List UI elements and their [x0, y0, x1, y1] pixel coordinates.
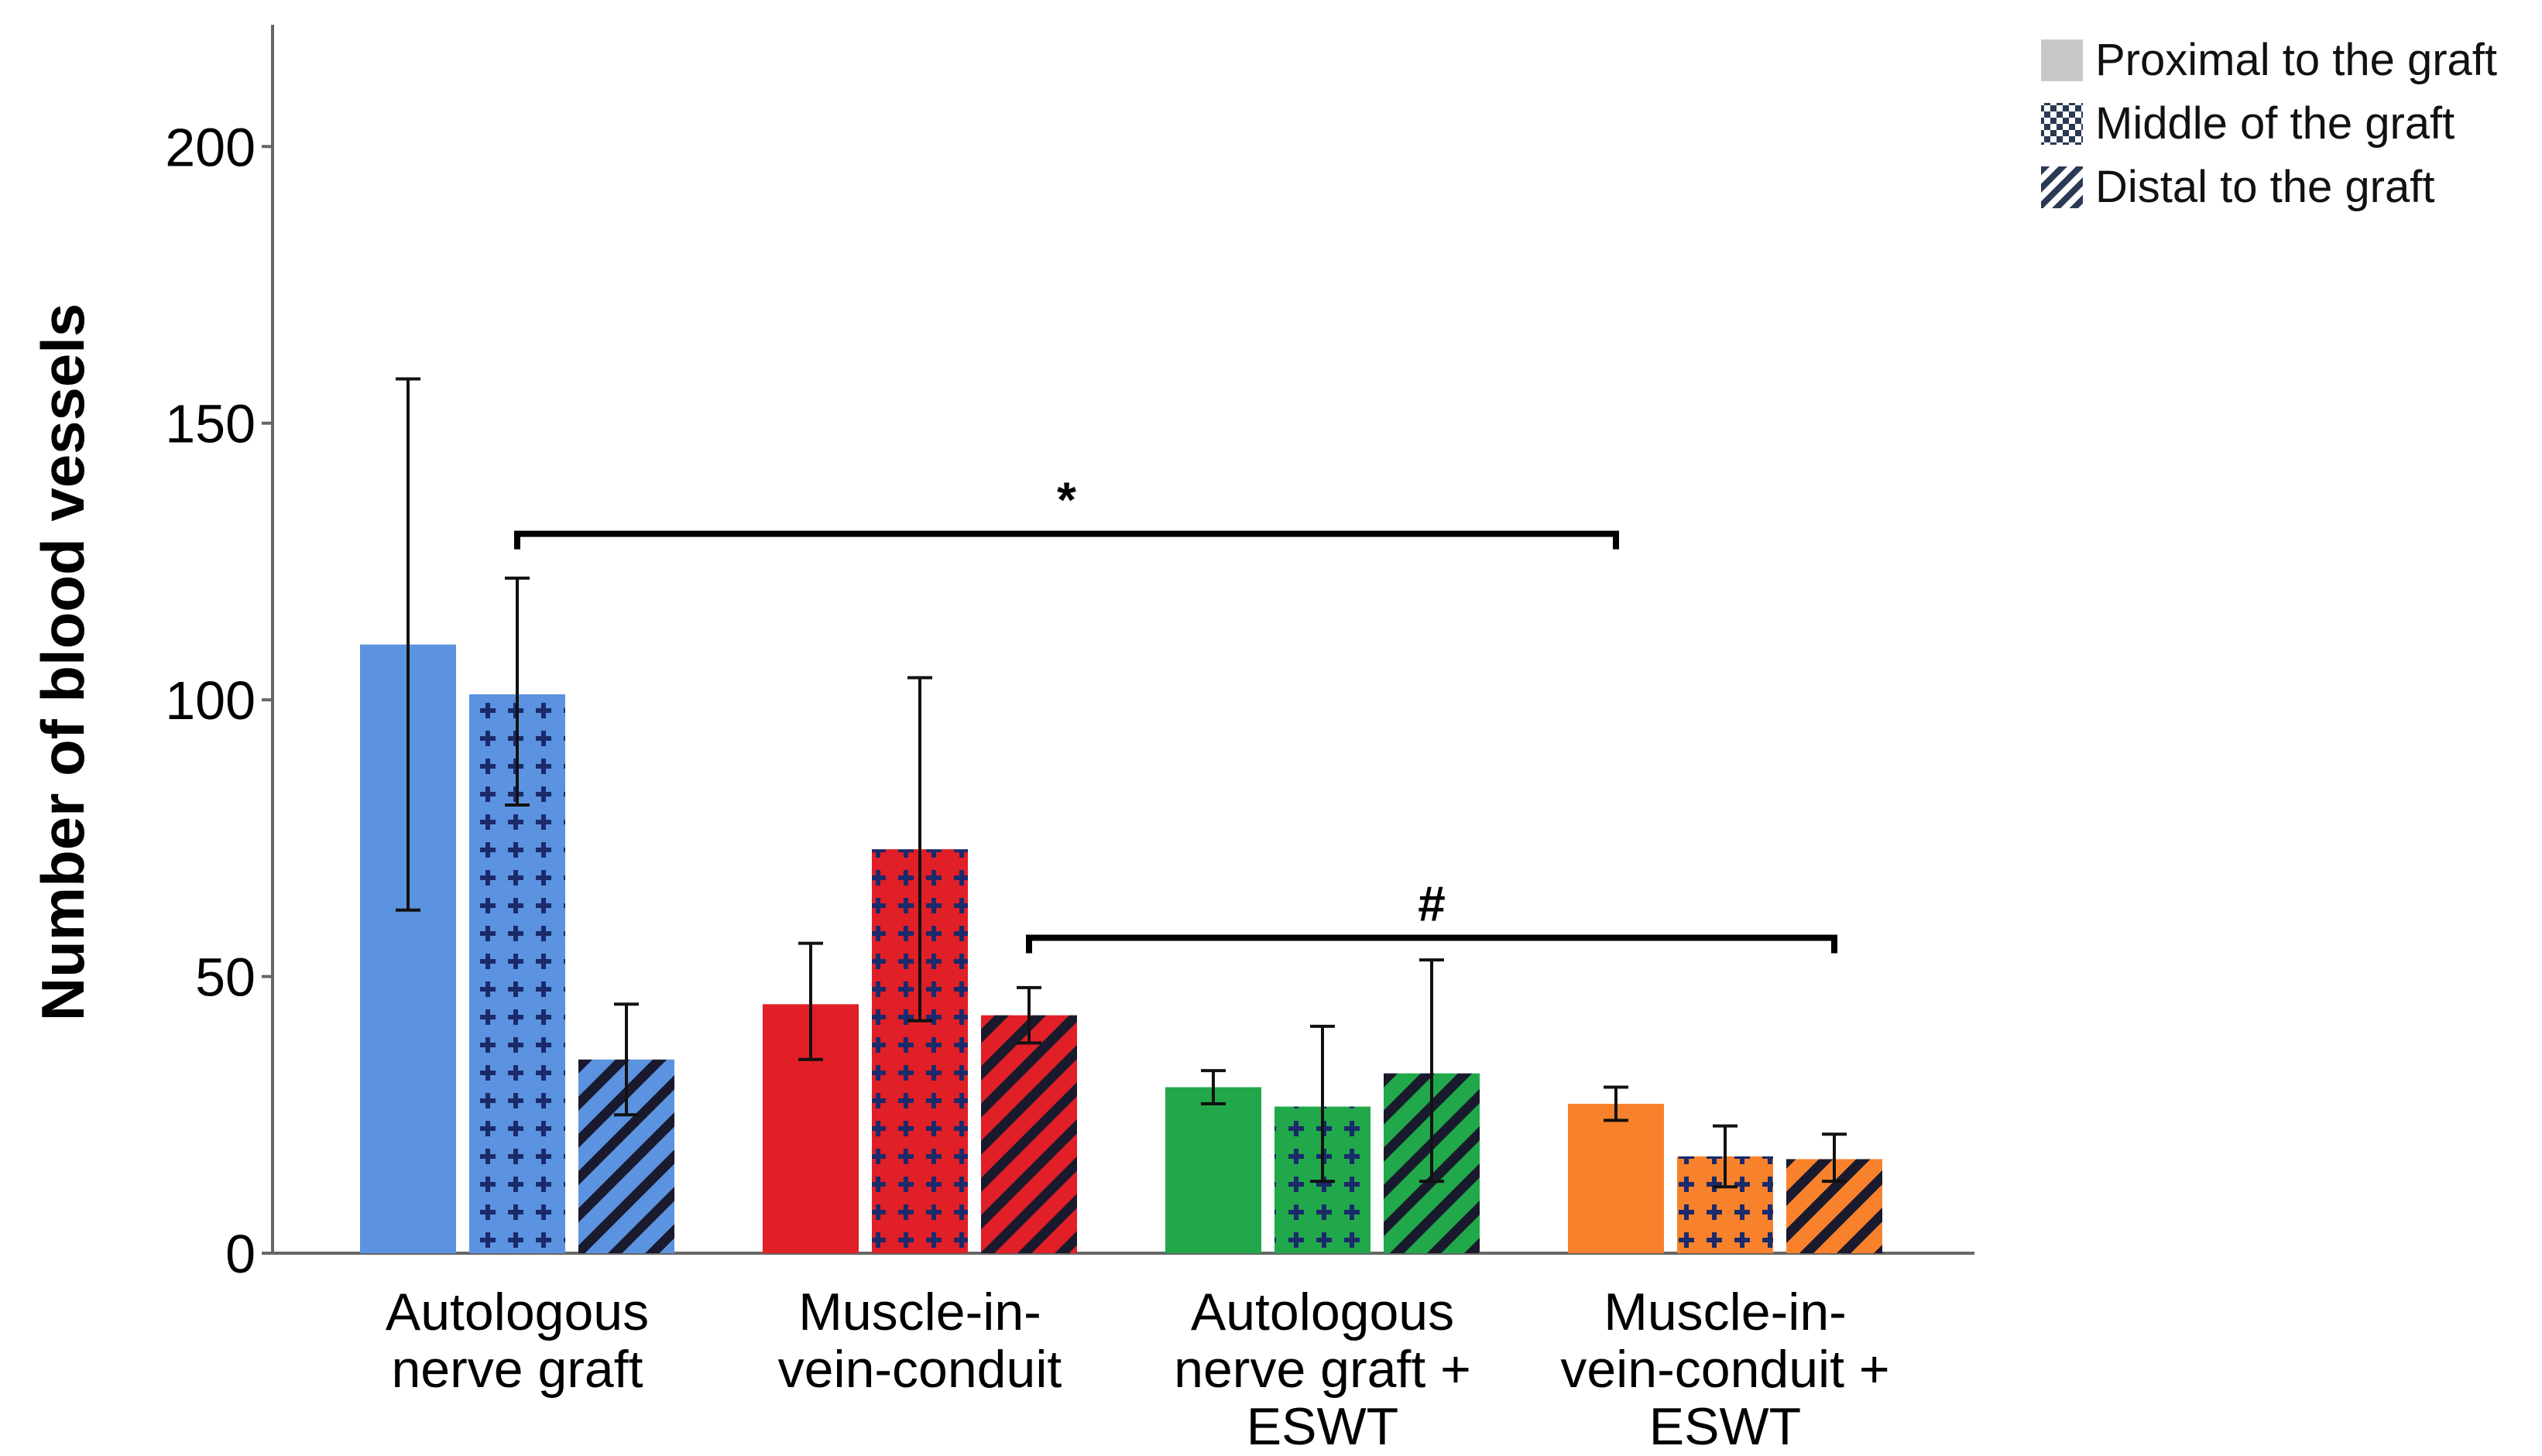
legend-label: Distal to the graft — [2095, 162, 2434, 212]
legend-item: Proximal to the graft — [2041, 35, 2497, 85]
x-category-label: Muscle-in-vein-conduit — [778, 1283, 1062, 1399]
y-axis-title: Number of blood vessels — [29, 303, 97, 1022]
significance-label: * — [1057, 472, 1076, 528]
error-bar — [907, 676, 932, 1023]
x-category-label: Autologous nerve graft — [386, 1283, 649, 1399]
significance-bracket: * — [514, 472, 1619, 550]
significance-bracket: # — [1026, 876, 1837, 954]
error-bar — [1310, 1024, 1335, 1184]
legend-swatch — [2041, 39, 2083, 81]
y-tick-label: 200 — [165, 117, 256, 177]
error-bar — [396, 377, 420, 912]
bar — [1165, 1087, 1261, 1253]
error-bar — [1017, 985, 1041, 1045]
y-tick-label: 150 — [165, 394, 256, 454]
bars — [360, 644, 1882, 1253]
error-bar — [1604, 1085, 1628, 1122]
legend-item: Middle of the graft — [2041, 98, 2455, 149]
error-bar — [505, 576, 530, 807]
legend-swatch — [2041, 166, 2083, 208]
legend-label: Middle of the graft — [2095, 98, 2455, 149]
y-tick-label: 0 — [225, 1224, 256, 1284]
error-bar — [1822, 1132, 1847, 1184]
y-tick-label: 100 — [165, 670, 256, 731]
significance-label: # — [1418, 876, 1446, 932]
bar — [981, 1015, 1077, 1253]
error-bar — [1419, 958, 1444, 1184]
bar — [1568, 1103, 1664, 1253]
axis-labels: Autologous nerve graft Muscle-in-vein-cond… — [29, 303, 1890, 1456]
x-category-label: Autologous nerve graft + ESWT — [1174, 1283, 1471, 1456]
legend-item: Distal to the graft — [2041, 162, 2434, 212]
legend-label: Proximal to the graft — [2095, 35, 2497, 85]
error-bar — [614, 1002, 639, 1117]
error-bar — [1201, 1069, 1226, 1105]
legend: Proximal to the graft Middle of the graft… — [2041, 35, 2497, 212]
error-bar — [798, 941, 823, 1061]
error-bar — [1713, 1124, 1738, 1189]
y-tick-label: 50 — [195, 947, 256, 1008]
significance-brackets: *# — [514, 472, 1837, 954]
x-category-label: Muscle-in-vein-conduit + ESWT — [1560, 1283, 1889, 1456]
legend-swatch — [2041, 103, 2083, 145]
error-bars — [396, 377, 1847, 1189]
